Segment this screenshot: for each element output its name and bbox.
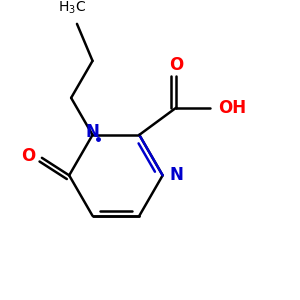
Text: N: N: [85, 123, 100, 141]
Text: OH: OH: [218, 99, 246, 117]
Text: H$_3$C: H$_3$C: [58, 0, 86, 16]
Text: O: O: [21, 147, 35, 165]
Text: N: N: [169, 167, 183, 184]
Text: O: O: [169, 56, 183, 74]
